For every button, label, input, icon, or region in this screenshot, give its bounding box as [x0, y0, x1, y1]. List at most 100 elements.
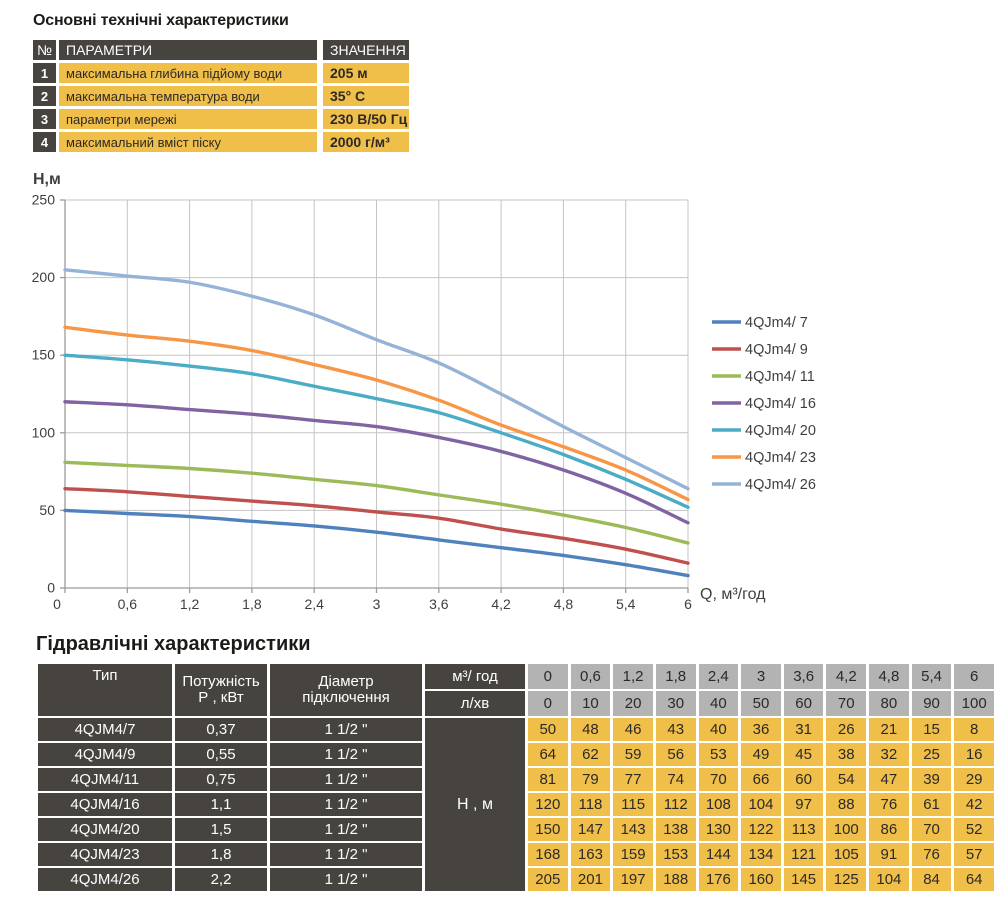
- hyd-head-value: 61: [911, 793, 952, 816]
- hyd-head-value: 48: [570, 718, 611, 741]
- hyd-head-value: 138: [655, 818, 696, 841]
- hyd-row-power: 0,75: [175, 768, 267, 791]
- hyd-head-value: 66: [741, 768, 781, 791]
- hyd-head-value: 145: [783, 868, 824, 891]
- series-line-4QJm4-9: [63, 486, 690, 565]
- tech-row-number: 3: [33, 109, 56, 129]
- hyd-head-value: 70: [698, 768, 739, 791]
- hyd-flow-lmin-value: 70: [826, 691, 867, 716]
- hyd-head-value: 45: [783, 743, 824, 766]
- hyd-row-type: 4QJM4/26: [38, 868, 172, 891]
- x-tick-label: 0: [53, 596, 61, 612]
- legend-label: 4QJm4/ 26: [745, 477, 816, 493]
- hydraulic-table: Тип Потужність Р , кВт Діаметр підключення м³…: [38, 664, 994, 891]
- tech-specs-table: № ПАРАМЕТРИ ЗНАЧЕННЯ 1 максимальна глибина п…: [33, 40, 409, 152]
- tech-row-value: 205 м: [323, 63, 409, 83]
- hyd-head-value: 59: [613, 743, 653, 766]
- hyd-row-type: 4QJM4/9: [38, 743, 172, 766]
- hyd-head-value: 54: [826, 768, 867, 791]
- hyd-flow-m3-value: 1,8: [655, 664, 696, 689]
- series-line-4QJm4-20: [63, 353, 690, 509]
- hyd-head-label: Н , м: [425, 718, 525, 891]
- hyd-row-type: 4QJM4/20: [38, 818, 172, 841]
- tech-header-value: ЗНАЧЕННЯ: [323, 40, 409, 60]
- hyd-row-diameter: 1 1/2 ": [270, 768, 422, 791]
- hyd-head-value: 42: [954, 793, 994, 816]
- hyd-row-type: 4QJM4/7: [38, 718, 172, 741]
- hyd-row-diameter: 1 1/2 ": [270, 743, 422, 766]
- hyd-head-value: 21: [869, 718, 909, 741]
- hyd-header-power: Потужність Р , кВт: [175, 664, 267, 716]
- y-axis-title: Н,м: [33, 171, 61, 188]
- hyd-row-type: 4QJM4/16: [38, 793, 172, 816]
- hyd-row-power: 0,37: [175, 718, 267, 741]
- hyd-head-value: 168: [528, 843, 568, 866]
- hyd-head-value: 176: [698, 868, 739, 891]
- hyd-head-value: 64: [528, 743, 568, 766]
- hyd-row-power: 1,5: [175, 818, 267, 841]
- legend-label: 4QJm4/ 9: [745, 342, 808, 358]
- hyd-head-value: 36: [741, 718, 781, 741]
- hyd-header-diameter-line1: Діаметр: [318, 672, 374, 690]
- tech-row-param: параметри мережі: [59, 109, 317, 129]
- hyd-head-value: 76: [911, 843, 952, 866]
- hyd-head-value: 97: [783, 793, 824, 816]
- x-tick-label: 3: [373, 596, 381, 612]
- hyd-head-value: 104: [741, 793, 781, 816]
- hyd-flow-lmin-value: 10: [570, 691, 611, 716]
- hyd-head-value: 143: [613, 818, 653, 841]
- hyd-head-value: 104: [869, 868, 909, 891]
- hyd-header-type: Тип: [38, 664, 172, 716]
- hyd-header-power-line1: Потужність: [182, 672, 260, 690]
- hyd-header-power-line2: Р , кВт: [198, 689, 244, 706]
- hyd-head-value: 53: [698, 743, 739, 766]
- hyd-head-value: 197: [613, 868, 653, 891]
- hyd-head-value: 130: [698, 818, 739, 841]
- hyd-head-value: 43: [655, 718, 696, 741]
- legend-label: 4QJm4/ 20: [745, 423, 816, 439]
- hyd-head-value: 31: [783, 718, 824, 741]
- hyd-head-value: 47: [869, 768, 909, 791]
- tech-row: 4 максимальний вміст піску 2000 г/м³: [33, 132, 409, 152]
- series-line-4QJm4-7: [63, 508, 690, 578]
- hyd-flow-m3-value: 0: [528, 664, 568, 689]
- hyd-head-value: 79: [570, 768, 611, 791]
- hyd-row-power: 0,55: [175, 743, 267, 766]
- y-tick-label: 0: [47, 580, 55, 596]
- hyd-head-value: 46: [613, 718, 653, 741]
- hyd-head-value: 88: [826, 793, 867, 816]
- x-tick-label: 3,6: [429, 596, 449, 612]
- series-line-4QJm4-23: [63, 325, 690, 502]
- tech-row-value: 2000 г/м³: [323, 132, 409, 152]
- hyd-head-value: 40: [698, 718, 739, 741]
- hyd-flow-lmin-value: 100: [954, 691, 994, 716]
- y-tick-label: 250: [32, 192, 56, 208]
- hyd-head-value: 77: [613, 768, 653, 791]
- hyd-head-value: 118: [570, 793, 611, 816]
- hyd-head-value: 188: [655, 868, 696, 891]
- hyd-head-value: 91: [869, 843, 909, 866]
- tech-row: 1 максимальна глибина підйому води 205 м: [33, 63, 409, 83]
- tech-row-number: 2: [33, 86, 56, 106]
- hyd-head-value: 70: [911, 818, 952, 841]
- hyd-flow-lmin-value: 20: [613, 691, 653, 716]
- series-line-4QJm4-16: [63, 400, 690, 525]
- hyd-flow-lmin-value: 80: [869, 691, 909, 716]
- x-tick-label: 5,4: [616, 596, 636, 612]
- pump-curves-svg: 0 50 100 150 200 250 0 0,6 1,2 1,8 2,4 3 3,6 4,2 4,8 5,…: [32, 171, 816, 612]
- hyd-flow-m3-value: 3: [741, 664, 781, 689]
- x-tick-label: 0,6: [118, 596, 138, 612]
- hyd-flow-m3-value: 4,8: [869, 664, 909, 689]
- hyd-flow-lmin-value: 50: [741, 691, 781, 716]
- tech-header-row: № ПАРАМЕТРИ ЗНАЧЕННЯ: [33, 40, 409, 60]
- hyd-header-flow-m3: м³/ год: [425, 664, 525, 689]
- hyd-head-value: 74: [655, 768, 696, 791]
- hyd-head-value: 32: [869, 743, 909, 766]
- hyd-head-value: 81: [528, 768, 568, 791]
- hyd-head-value: 113: [783, 818, 824, 841]
- x-tick-label: 4,8: [554, 596, 574, 612]
- hyd-row-type: 4QJM4/23: [38, 843, 172, 866]
- hyd-head-value: 120: [528, 793, 568, 816]
- hyd-flow-m3-value: 0,6: [570, 664, 611, 689]
